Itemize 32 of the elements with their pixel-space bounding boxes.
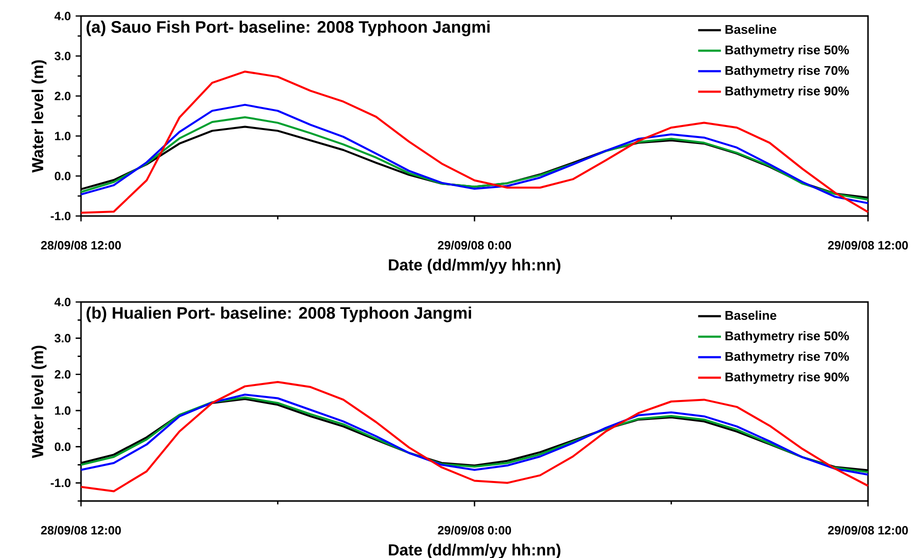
y-tick-label: 3.0	[54, 334, 70, 342]
x-tick-label: 29/09/08 12:00	[828, 240, 908, 250]
y-tick-label: 0.0	[54, 442, 70, 451]
x-tick-label: 28/09/08 12:00	[41, 240, 121, 250]
y-axis-title: Water level (m)	[32, 60, 46, 173]
legend-label: Bathymetry rise 50%	[726, 331, 849, 343]
chart-title: (a) Sauo Fish Port- baseline: 2008 Typhoon Jangmi	[86, 20, 490, 36]
legend-label: Baseline	[726, 24, 776, 34]
y-tick-label: 2.0	[54, 92, 70, 100]
y-tick-label: 4.0	[54, 298, 70, 306]
y-tick-label: 4.0	[54, 12, 70, 20]
legend-label: Baseline	[726, 310, 776, 320]
y-tick-label: -1.0	[50, 478, 70, 488]
x-tick-label: 29/09/08 0:00	[438, 240, 512, 250]
legend-label: Bathymetry rise 90%	[726, 372, 849, 384]
legend-label: Bathymetry rise 70%	[726, 66, 849, 78]
y-tick-label: 3.0	[54, 52, 70, 60]
legend-label: Bathymetry rise 70%	[726, 352, 849, 364]
y-tick-label: 2.0	[54, 370, 70, 379]
y-tick-label: 1.0	[55, 406, 70, 415]
y-tick-label: 1.0	[55, 132, 70, 140]
chart-title: (b) Hualien Port- baseline: 2008 Typhoon Jangmi	[86, 306, 472, 322]
y-tick-label: 0.0	[54, 172, 70, 180]
y-tick-label: -1.0	[50, 212, 70, 220]
y-axis-title: Water level (m)	[32, 346, 46, 458]
x-tick-label: 28/09/08 12:00	[41, 526, 121, 535]
x-tick-label: 29/09/08 12:00	[828, 526, 908, 535]
x-axis-title: Date (dd/mm/yy hh:nn)	[388, 258, 560, 274]
line-series	[80, 104, 870, 204]
legend-label: Bathymetry rise 90%	[726, 86, 849, 98]
legend-label: Bathymetry rise 50%	[726, 45, 849, 57]
x-tick-label: 29/09/08 0:00	[438, 526, 512, 535]
